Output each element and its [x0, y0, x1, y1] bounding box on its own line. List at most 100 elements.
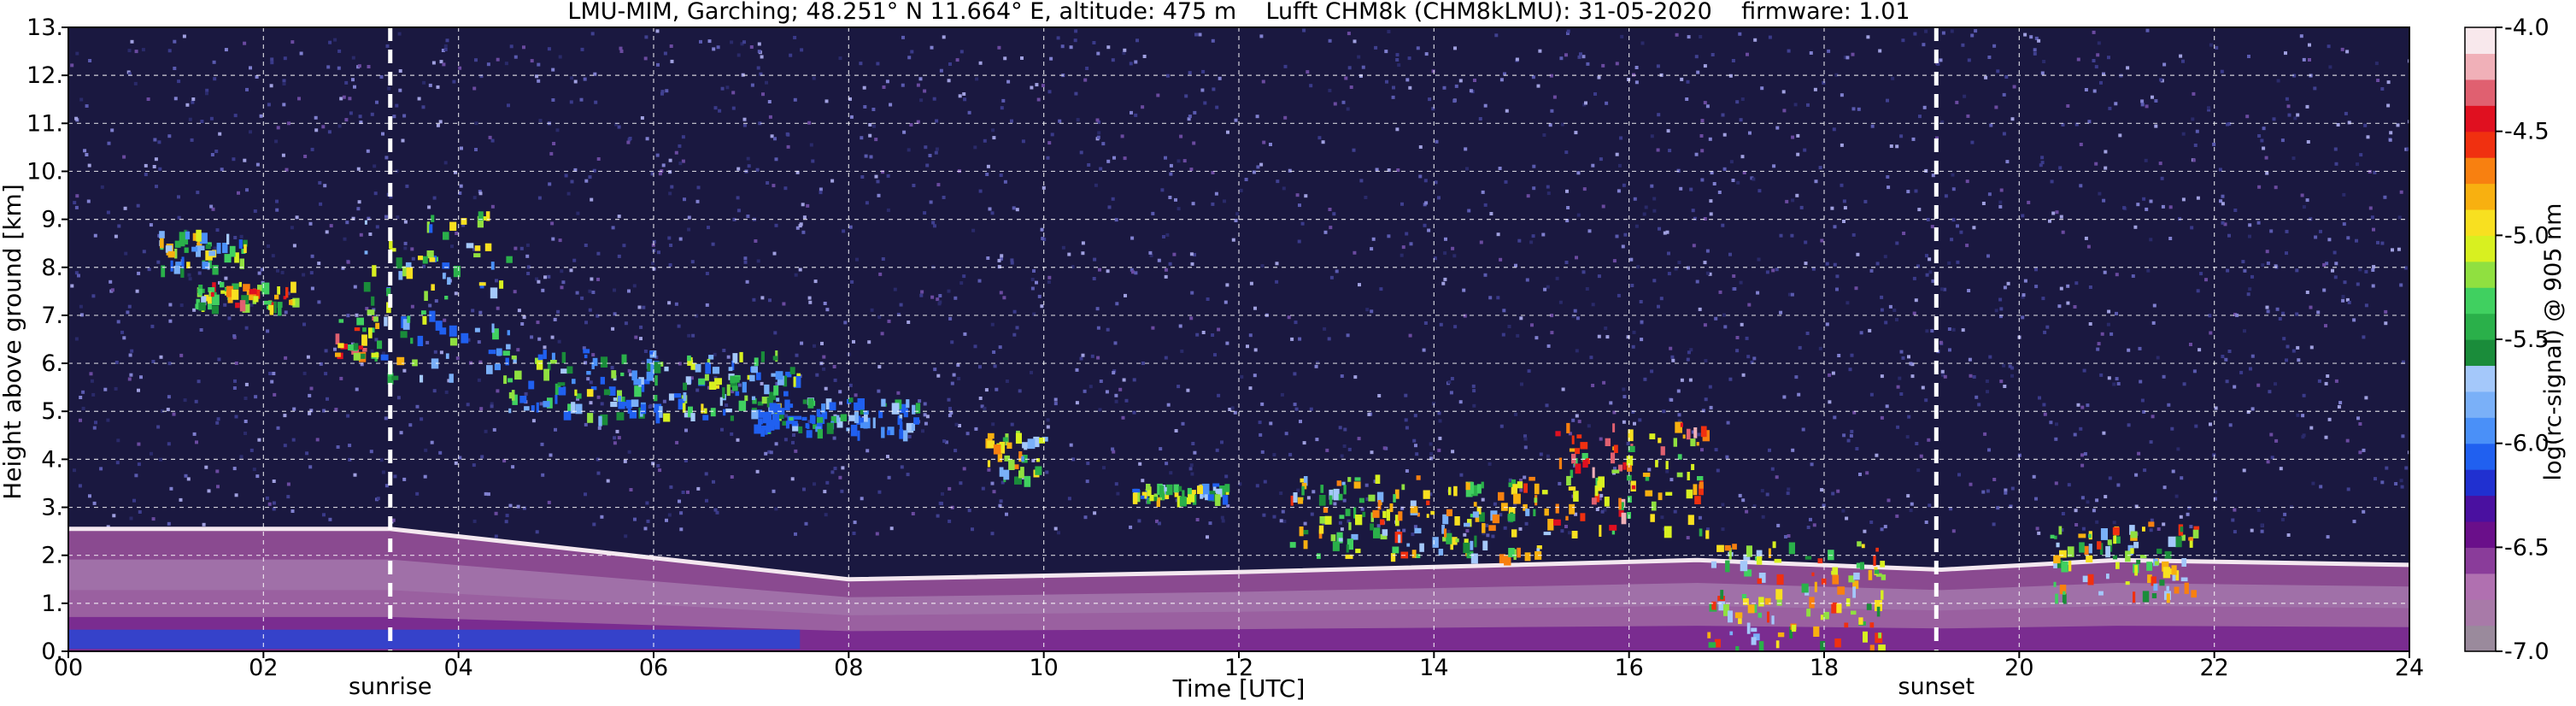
cloud-pixel: [2056, 559, 2063, 568]
cloud-pixel: [2191, 590, 2197, 598]
noise-pixel: [2179, 515, 2183, 519]
noise-pixel: [746, 215, 750, 218]
noise-pixel: [217, 357, 221, 362]
noise-pixel: [1652, 209, 1657, 213]
y-tick-label: 2.: [41, 543, 63, 569]
noise-pixel: [1090, 354, 1094, 358]
cloud-pixel: [1611, 452, 1616, 464]
cloud-pixel: [863, 410, 869, 415]
noise-pixel: [986, 256, 990, 260]
cloud-pixel: [1346, 544, 1349, 553]
cloud-pixel: [1575, 448, 1580, 455]
noise-pixel: [490, 204, 495, 209]
cloud-pixel: [1880, 561, 1886, 568]
noise-pixel: [652, 239, 656, 244]
noise-pixel: [1600, 509, 1605, 514]
cloud-pixel: [429, 257, 436, 262]
noise-pixel: [801, 230, 806, 234]
noise-pixel: [907, 321, 911, 324]
noise-pixel: [833, 378, 837, 382]
noise-pixel: [1761, 515, 1765, 519]
cloud-pixel: [435, 256, 438, 262]
cloud-pixel: [220, 290, 228, 294]
noise-pixel: [1482, 532, 1486, 536]
noise-pixel: [1327, 337, 1331, 341]
noise-pixel: [955, 58, 959, 62]
cloud-pixel: [1775, 589, 1783, 600]
noise-pixel: [2115, 377, 2119, 381]
noise-pixel: [2133, 225, 2138, 229]
cloud-pixel: [1454, 516, 1460, 526]
noise-pixel: [2088, 285, 2092, 289]
noise-pixel: [341, 266, 345, 270]
noise-pixel: [292, 244, 296, 248]
noise-pixel: [1604, 327, 1608, 330]
noise-pixel: [2134, 473, 2139, 477]
noise-pixel: [244, 432, 247, 435]
noise-pixel: [1073, 38, 1077, 43]
noise-pixel: [349, 111, 353, 115]
noise-pixel: [1828, 400, 1832, 404]
noise-pixel: [345, 221, 349, 225]
cloud-pixel: [1543, 532, 1552, 536]
noise-pixel: [1287, 315, 1291, 320]
noise-pixel: [1811, 267, 1816, 271]
noise-pixel: [2037, 531, 2041, 535]
noise-pixel: [2231, 518, 2235, 522]
noise-pixel: [2168, 205, 2173, 209]
noise-pixel: [287, 121, 290, 126]
noise-pixel: [1541, 232, 1546, 237]
noise-pixel: [245, 87, 249, 91]
noise-pixel: [1779, 233, 1783, 238]
noise-pixel: [1012, 206, 1016, 210]
noise-pixel: [2227, 233, 2231, 238]
noise-pixel: [774, 157, 778, 162]
noise-pixel: [669, 44, 673, 48]
noise-pixel: [2347, 121, 2351, 125]
noise-pixel: [1722, 167, 1727, 171]
noise-pixel: [1782, 109, 1787, 113]
cloud-pixel: [1860, 562, 1864, 570]
cloud-pixel: [390, 248, 396, 252]
noise-pixel: [1465, 167, 1469, 171]
cloud-pixel: [707, 358, 711, 366]
cloud-pixel: [2050, 534, 2055, 538]
noise-pixel: [88, 494, 91, 498]
cloud-pixel: [508, 378, 513, 383]
noise-pixel: [538, 119, 543, 122]
noise-pixel: [1998, 200, 2003, 204]
cloud-pixel: [1529, 476, 1535, 481]
cloud-pixel: [1541, 490, 1548, 495]
noise-pixel: [1568, 531, 1571, 535]
noise-pixel: [597, 426, 601, 430]
noise-pixel: [815, 373, 819, 377]
cloud-pixel: [785, 421, 789, 429]
y-axis-ticks: 0.1.2.3.4.5.6.7.8.9.10.11.12.13.: [26, 15, 68, 665]
noise-pixel: [370, 349, 374, 353]
noise-pixel: [1640, 338, 1644, 342]
cloud-pixel: [1002, 437, 1008, 442]
cloud-pixel: [1215, 494, 1221, 506]
noise-pixel: [1418, 145, 1423, 149]
cloud-pixel: [1628, 445, 1635, 452]
cloud-pixel: [417, 335, 424, 346]
noise-pixel: [901, 83, 905, 87]
cloud-pixel: [789, 367, 795, 374]
noise-pixel: [1405, 426, 1409, 430]
noise-pixel: [424, 448, 428, 452]
noise-pixel: [224, 276, 228, 280]
noise-pixel: [1595, 508, 1599, 511]
noise-pixel: [2196, 196, 2200, 200]
noise-pixel: [286, 291, 290, 296]
noise-pixel: [1865, 471, 1869, 475]
noise-pixel: [2235, 313, 2239, 317]
noise-pixel: [2102, 72, 2105, 76]
cloud-pixel: [2053, 555, 2061, 564]
cloud-pixel: [1417, 512, 1420, 517]
cloud-pixel: [1446, 509, 1452, 516]
noise-pixel: [1636, 265, 1640, 269]
noise-pixel: [1523, 445, 1528, 450]
noise-pixel: [267, 502, 272, 506]
noise-pixel: [1067, 252, 1071, 256]
cloud-pixel: [2142, 527, 2145, 532]
